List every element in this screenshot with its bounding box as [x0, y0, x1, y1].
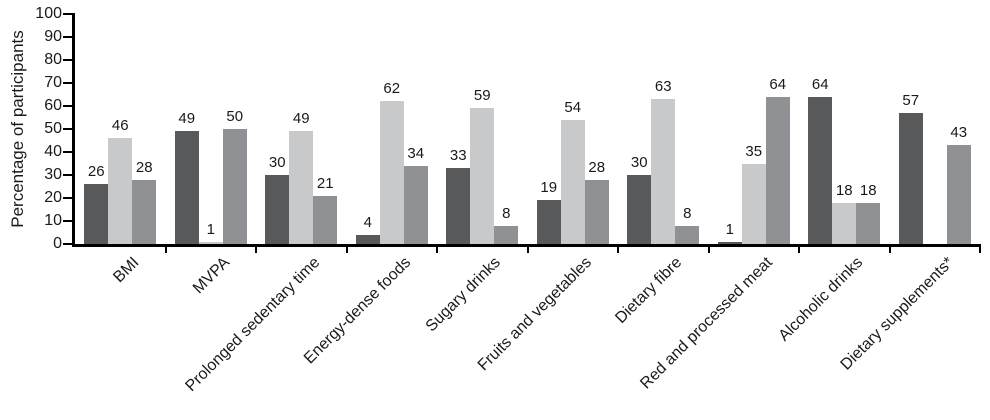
bar-value-label: 19	[540, 179, 558, 197]
y-tick-mark	[63, 174, 72, 176]
y-tick-mark	[63, 82, 72, 84]
y-tick-label: 100	[35, 5, 62, 22]
x-tick-mark	[436, 247, 438, 253]
category-label: Dietary fibre	[612, 254, 686, 328]
bar	[132, 179, 157, 244]
bar	[265, 175, 290, 244]
y-tick-label: 0	[53, 235, 62, 252]
bar	[313, 195, 338, 244]
bar-value-label: 62	[383, 80, 401, 98]
bar-value-label: 64	[769, 75, 787, 93]
y-tick-label: 20	[44, 189, 62, 206]
x-tick-mark	[164, 247, 167, 253]
bar-value-label: 26	[87, 163, 105, 181]
y-tick-mark	[63, 13, 72, 15]
bar	[355, 234, 380, 244]
y-tick-mark	[63, 197, 72, 199]
bar	[832, 202, 857, 244]
bar	[560, 119, 585, 244]
bar	[198, 241, 223, 244]
x-tick-mark	[526, 247, 529, 253]
bar-value-label: 8	[502, 204, 511, 222]
y-tick-label: 80	[44, 51, 62, 68]
bar	[856, 202, 881, 244]
y-axis-line	[72, 13, 75, 247]
bar-value-label: 30	[630, 154, 648, 171]
bar	[765, 96, 790, 244]
bar-value-label: 49	[292, 110, 310, 128]
y-tick-mark	[63, 243, 72, 245]
bar-value-label: 28	[588, 158, 606, 176]
category-label: BMI	[110, 254, 143, 287]
bar-value-label: 57	[902, 91, 920, 109]
x-tick-mark	[255, 247, 257, 253]
x-tick-mark	[798, 247, 800, 253]
bar-value-label: 30	[268, 154, 286, 171]
bar	[898, 112, 923, 244]
y-tick-mark	[63, 36, 72, 38]
bar	[446, 168, 471, 244]
bar	[403, 165, 428, 244]
bar-value-label: 21	[316, 174, 334, 192]
bar	[717, 241, 742, 244]
bar-value-label: 54	[564, 98, 582, 116]
y-tick-label: 90	[44, 28, 62, 45]
bar	[470, 108, 495, 244]
category-label: Sugary drinks	[423, 254, 505, 336]
bar-value-label: 63	[654, 78, 672, 96]
y-tick-label: 70	[44, 74, 62, 91]
bar	[222, 129, 247, 244]
bar-value-label: 43	[950, 124, 968, 142]
x-tick-mark	[345, 247, 348, 253]
bar	[651, 99, 676, 244]
bar-value-label: 50	[226, 108, 244, 125]
x-tick-mark	[888, 247, 891, 253]
bar-value-label: 4	[363, 213, 372, 231]
bar	[627, 175, 652, 244]
bar-value-label: 28	[135, 158, 153, 176]
category-label: Alcoholic drinks	[775, 254, 867, 345]
bar	[584, 179, 609, 244]
y-tick-mark	[63, 105, 72, 107]
y-tick-label: 30	[44, 166, 62, 183]
bar	[946, 145, 971, 244]
bar-value-label: 18	[835, 181, 853, 199]
x-tick-mark	[617, 247, 619, 253]
y-tick-mark	[63, 59, 72, 61]
bar-value-label: 49	[178, 110, 196, 128]
bar-value-label: 59	[473, 87, 491, 105]
y-tick-mark	[63, 220, 72, 222]
bar	[379, 101, 404, 244]
bar	[289, 131, 314, 244]
bar	[84, 184, 109, 244]
bar-value-label: 18	[859, 181, 877, 199]
bar-value-label: 1	[206, 220, 215, 238]
y-tick-mark	[63, 128, 72, 130]
y-tick-label: 50	[44, 120, 62, 137]
bar-value-label: 33	[449, 147, 467, 165]
bar-value-label: 1	[725, 220, 734, 238]
y-tick-mark	[63, 151, 72, 153]
x-tick-mark	[979, 247, 981, 253]
y-tick-label: 40	[44, 143, 62, 160]
category-label: MVPA	[189, 254, 233, 298]
bar	[174, 131, 199, 244]
bar	[536, 200, 561, 244]
y-tick-label: 60	[44, 97, 62, 114]
x-axis-line	[72, 244, 981, 247]
bar	[494, 225, 519, 244]
y-tick-label: 10	[44, 212, 62, 229]
x-tick-mark	[707, 247, 710, 253]
bar-value-label: 64	[811, 75, 829, 93]
bar	[675, 225, 700, 244]
bar	[108, 138, 133, 244]
bar-value-label: 46	[111, 117, 129, 135]
bar-value-label: 34	[407, 144, 425, 162]
bar	[808, 96, 833, 244]
bar	[741, 163, 766, 244]
bar-value-label: 8	[683, 204, 692, 222]
bar-value-label: 35	[745, 142, 763, 160]
